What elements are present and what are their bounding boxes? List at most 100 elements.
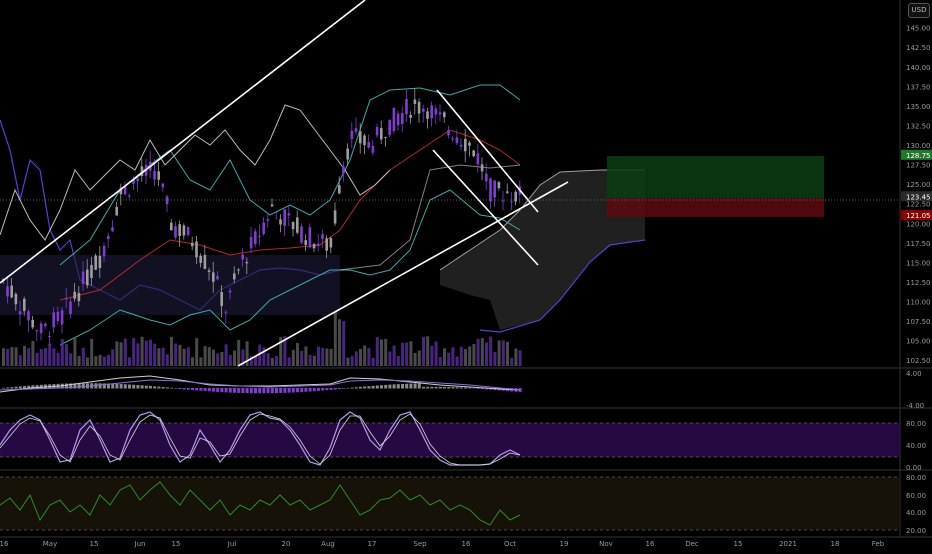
time-tick-label: 16	[646, 540, 655, 548]
volume-bar	[317, 346, 320, 366]
macd-histogram-bar	[31, 385, 35, 389]
candle-body	[308, 227, 312, 248]
macd-histogram-bar	[220, 388, 224, 393]
candle-body	[170, 222, 173, 231]
macd-signal-line	[0, 379, 521, 391]
volume-bar	[258, 344, 262, 366]
volume-bar	[409, 341, 413, 366]
macd-histogram-bar	[14, 386, 18, 389]
macd-histogram-bar	[300, 388, 304, 393]
macd-histogram-bar	[434, 386, 438, 389]
candle-body	[199, 255, 202, 263]
price-marker	[901, 210, 932, 221]
macd-histogram-bar	[447, 386, 451, 389]
macd-histogram-bar	[254, 388, 257, 394]
price-tick-label: 110.00	[906, 298, 931, 306]
candle-body	[455, 137, 459, 144]
macd-histogram-bar	[69, 383, 73, 389]
price-tick-label: 107.50	[906, 318, 931, 326]
macd-histogram-bar	[77, 383, 81, 389]
candle-body	[52, 312, 55, 328]
volume-bar	[203, 346, 207, 366]
time-tick-label: 16	[462, 540, 471, 548]
wedge-upper-trendline[interactable]	[436, 89, 539, 213]
candle-body	[48, 335, 51, 337]
macd-histogram-bar	[375, 385, 379, 389]
macd-histogram-bar	[157, 386, 161, 389]
volume-bar	[367, 348, 371, 366]
candle-body	[73, 291, 76, 299]
bollinger-upper	[59, 84, 521, 266]
candle-body	[510, 201, 513, 203]
macd-histogram-bar	[128, 384, 131, 389]
volume-bar	[107, 354, 110, 366]
macd-histogram-bar	[245, 388, 249, 394]
price-tick-label: 112.50	[906, 279, 931, 287]
volume-bar	[241, 349, 245, 366]
stoch-tick-label: 40.00	[906, 442, 926, 450]
macd-histogram-bar	[111, 383, 115, 389]
candle-body	[480, 164, 484, 172]
macd-histogram-bar	[228, 388, 232, 393]
candle-body	[86, 269, 89, 286]
candle-body	[321, 234, 324, 240]
ichimoku-leading-span-a	[439, 169, 645, 271]
time-tick-label: Jul	[227, 540, 237, 548]
macd-histogram-bar	[6, 387, 10, 389]
candle-body	[346, 148, 349, 160]
stoch-d-line	[0, 413, 521, 466]
volume-bar	[27, 348, 31, 366]
wedge-lower-trendline[interactable]	[432, 149, 539, 266]
candle-body	[409, 115, 412, 118]
channel-lower-trendline[interactable]	[237, 181, 569, 367]
candle-body	[44, 323, 47, 327]
volume-bar	[388, 351, 392, 366]
volume-bar	[506, 341, 509, 366]
candle-body	[291, 221, 295, 230]
volume-bar	[48, 343, 52, 366]
volume-bar	[308, 354, 312, 366]
volume-bar	[249, 356, 253, 366]
take-profit-zone[interactable]	[607, 156, 824, 198]
volume-bar	[212, 349, 215, 366]
volume-bar	[518, 350, 522, 366]
candles	[2, 88, 522, 345]
volume-bar	[514, 348, 518, 366]
candle-body	[212, 272, 215, 282]
candle-body	[392, 107, 396, 131]
macd-histogram-bar	[27, 385, 31, 389]
macd-tick-label: -4.00	[906, 402, 924, 410]
candle-body	[497, 182, 501, 189]
volume-bar	[81, 347, 85, 366]
price-tick-label: 125.00	[906, 181, 931, 189]
candle-body	[430, 105, 433, 119]
volume-bar	[455, 356, 459, 366]
price-tick-label: 137.50	[906, 83, 931, 91]
time-tick-label: Sep	[413, 540, 427, 548]
currency-badge[interactable]: USD	[908, 3, 930, 18]
rsi-tick-label: 40.00	[906, 509, 926, 517]
volume-bar	[279, 336, 283, 366]
volume-bar	[132, 338, 136, 366]
candle-body	[115, 206, 118, 216]
channel-upper-trendline[interactable]	[0, 0, 366, 284]
candle-body	[178, 224, 181, 237]
candle-body	[434, 108, 438, 115]
time-tick-label: 15	[172, 540, 181, 548]
stop-loss-zone[interactable]	[607, 198, 824, 217]
macd-histogram-bar	[464, 387, 467, 389]
macd-histogram-bar	[249, 388, 253, 394]
volume-bar	[451, 347, 455, 366]
macd-histogram-bar	[380, 385, 383, 389]
volume-bar	[2, 348, 5, 366]
candle-body	[485, 173, 488, 182]
macd-histogram-bar	[426, 386, 430, 389]
volume-bar	[371, 357, 375, 366]
stoch-tick-label: 80.00	[906, 420, 926, 428]
candle-body	[459, 144, 463, 147]
macd-histogram-bar	[518, 388, 522, 393]
candle-body	[287, 213, 291, 216]
volume-bar	[94, 356, 98, 366]
